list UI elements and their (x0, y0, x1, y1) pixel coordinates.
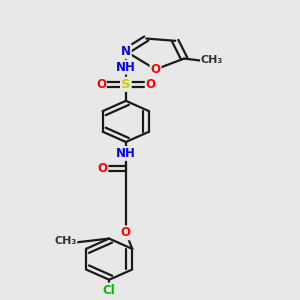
Text: CH₃: CH₃ (201, 55, 223, 65)
Text: O: O (121, 226, 131, 239)
Text: NH: NH (116, 61, 136, 74)
Text: N: N (121, 45, 131, 58)
Text: O: O (96, 78, 106, 91)
Text: S: S (121, 78, 131, 91)
Text: NH: NH (116, 147, 136, 160)
Text: O: O (98, 162, 107, 175)
Text: O: O (151, 63, 160, 76)
Text: CH₃: CH₃ (54, 236, 76, 247)
Text: O: O (146, 78, 156, 91)
Text: Cl: Cl (103, 284, 116, 296)
